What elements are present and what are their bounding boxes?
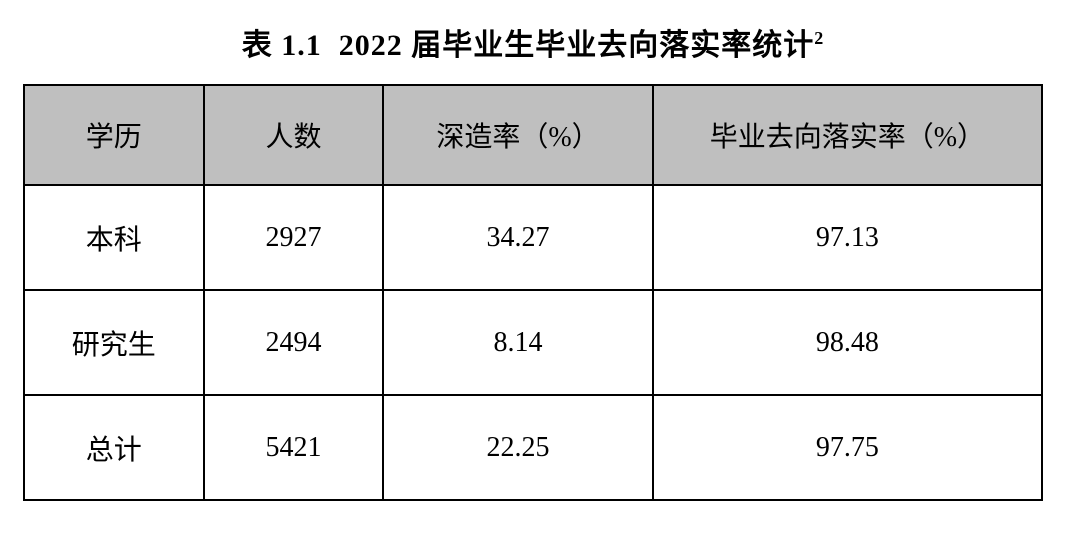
- table-title: 表 1.1 2022 届毕业生毕业去向落实率统计2: [242, 20, 825, 64]
- cell-further-rate: 22.25: [383, 395, 653, 500]
- table-row: 总计 5421 22.25 97.75: [24, 395, 1042, 500]
- cell-placement-rate: 97.75: [653, 395, 1042, 500]
- cell-degree: 总计: [24, 395, 204, 500]
- header-placement-rate: 毕业去向落实率（%）: [653, 85, 1042, 185]
- cell-placement-rate: 97.13: [653, 185, 1042, 290]
- title-main: 2022 届毕业生毕业去向落实率统计: [339, 29, 815, 62]
- statistics-table: 学历 人数 深造率（%） 毕业去向落实率（%） 本科 2927 34.27 97…: [23, 84, 1043, 501]
- cell-further-rate: 34.27: [383, 185, 653, 290]
- title-prefix: 表 1.1: [242, 29, 322, 62]
- table-header-row: 学历 人数 深造率（%） 毕业去向落实率（%）: [24, 85, 1042, 185]
- cell-degree: 本科: [24, 185, 204, 290]
- header-count: 人数: [204, 85, 384, 185]
- cell-placement-rate: 98.48: [653, 290, 1042, 395]
- header-degree: 学历: [24, 85, 204, 185]
- cell-count: 5421: [204, 395, 384, 500]
- cell-degree: 研究生: [24, 290, 204, 395]
- table-row: 本科 2927 34.27 97.13: [24, 185, 1042, 290]
- header-further-rate: 深造率（%）: [383, 85, 653, 185]
- cell-count: 2927: [204, 185, 384, 290]
- cell-count: 2494: [204, 290, 384, 395]
- title-superscript: 2: [814, 28, 824, 48]
- cell-further-rate: 8.14: [383, 290, 653, 395]
- table-row: 研究生 2494 8.14 98.48: [24, 290, 1042, 395]
